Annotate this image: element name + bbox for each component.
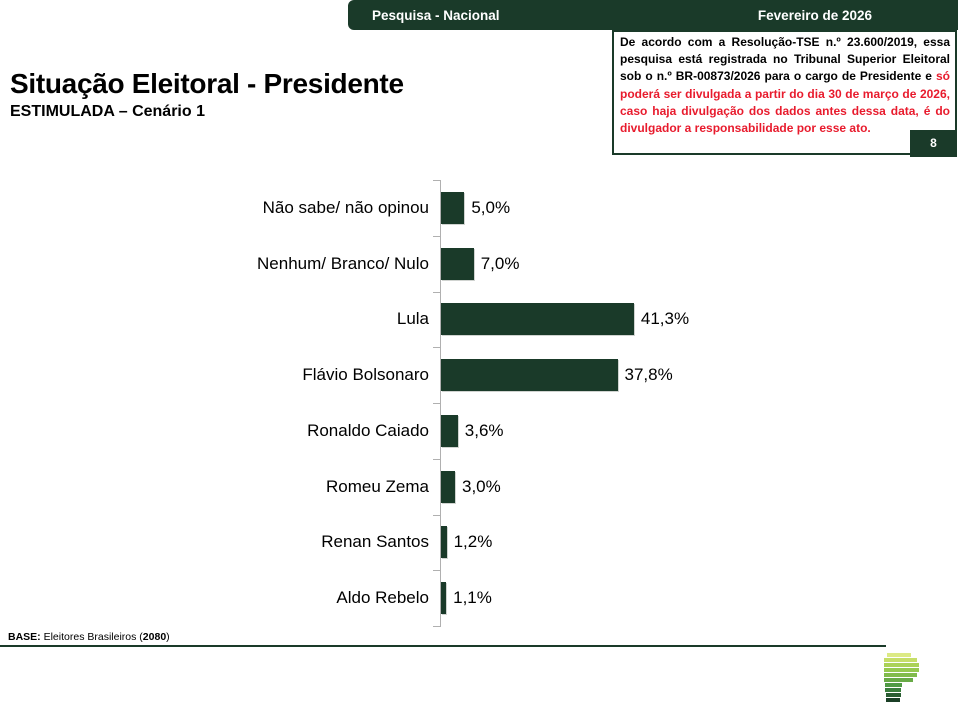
value-label: 1,2% <box>453 532 493 552</box>
chart-row: Aldo Rebelo 1,1% <box>0 570 720 626</box>
bar <box>441 303 634 336</box>
chart-row: Não sabe/ não opinou 5,0% <box>0 180 720 236</box>
base-note: BASE: Eleitores Brasileiros (2080) <box>8 631 170 643</box>
bar-chart: Não sabe/ não opinou 5,0% Nenhum/ Branco/ … <box>0 180 720 627</box>
axis-tick <box>433 570 441 572</box>
category-label: Romeu Zema <box>326 476 429 496</box>
bar <box>441 247 474 280</box>
value-label: 1,1% <box>453 588 492 608</box>
header-bar: Pesquisa - Nacional Fevereiro de 2026 <box>348 0 958 30</box>
value-label: 7,0% <box>480 253 520 273</box>
bar <box>441 526 447 559</box>
category-label: Aldo Rebelo <box>336 588 429 608</box>
axis-tick <box>433 291 441 293</box>
legal-text-black: De acordo com a Resolução-TSE n.º 23.600… <box>620 35 950 84</box>
base-close: ) <box>166 631 170 643</box>
chart-row: Renan Santos 1,2% <box>0 515 720 571</box>
axis-tick <box>433 235 441 237</box>
axis-tick <box>433 180 441 181</box>
header-date-label: Fevereiro de 2026 <box>757 7 872 23</box>
page-title: Situação Eleitoral - Presidente <box>10 68 404 99</box>
axis-tick <box>433 403 441 404</box>
logo-stripe <box>887 653 911 657</box>
category-label: Nenhum/ Branco/ Nulo <box>257 253 429 273</box>
logo-stripe <box>884 663 919 667</box>
category-label: Ronaldo Caiado <box>307 420 429 440</box>
bar <box>441 414 458 447</box>
base-text: Eleitores Brasileiros ( <box>40 631 143 643</box>
header-survey-label: Pesquisa - Nacional <box>372 7 500 23</box>
divider <box>0 645 886 647</box>
value-label: 3,0% <box>462 476 501 496</box>
category-label: Lula <box>396 309 429 329</box>
legal-notice: De acordo com a Resolução-TSE n.º 23.600… <box>612 30 957 157</box>
category-label: Flávio Bolsonaro <box>302 365 429 385</box>
logo-stripe <box>884 668 919 672</box>
category-label: Renan Santos <box>321 532 429 552</box>
category-label: Não sabe/ não opinou <box>262 197 429 217</box>
logo-stripe <box>886 698 900 702</box>
chart-row: Flávio Bolsonaro 37,8% <box>0 347 720 403</box>
value-label: 37,8% <box>624 365 673 385</box>
bar <box>441 191 465 224</box>
bar <box>441 359 618 392</box>
page-subtitle: ESTIMULADA – Cenário 1 <box>10 103 205 120</box>
logo-stripe <box>886 693 901 697</box>
base-label: BASE: <box>8 631 41 643</box>
bar <box>441 470 455 503</box>
chart-row: Romeu Zema 3,0% <box>0 459 720 515</box>
axis-tick <box>433 514 441 516</box>
bar <box>441 582 447 615</box>
axis-tick <box>433 458 441 460</box>
chart-row: Nenhum/ Branco/ Nulo 7,0% <box>0 236 720 292</box>
chart-row: Ronaldo Caiado 3,6% <box>0 403 720 459</box>
page-number-badge: 8 <box>910 130 957 157</box>
value-label: 3,6% <box>464 420 504 440</box>
logo-stripe <box>884 658 917 662</box>
title-block: Situação Eleitoral - Presidente ESTIMULA… <box>10 68 600 121</box>
axis-tick <box>433 347 441 349</box>
axis-tick <box>433 626 441 627</box>
value-label: 41,3% <box>640 309 690 329</box>
logo-stripe <box>884 678 913 682</box>
base-value: 2080 <box>142 631 167 643</box>
chart-row: Lula 41,3% <box>0 292 720 348</box>
logo-stripe <box>885 683 902 687</box>
parana-pesquisas-logo <box>884 653 919 702</box>
value-label: 5,0% <box>471 197 511 217</box>
logo-stripe <box>884 673 917 677</box>
logo-stripe <box>885 688 901 692</box>
legal-text-red: só poderá ser divulgada a partir do dia … <box>620 69 950 136</box>
